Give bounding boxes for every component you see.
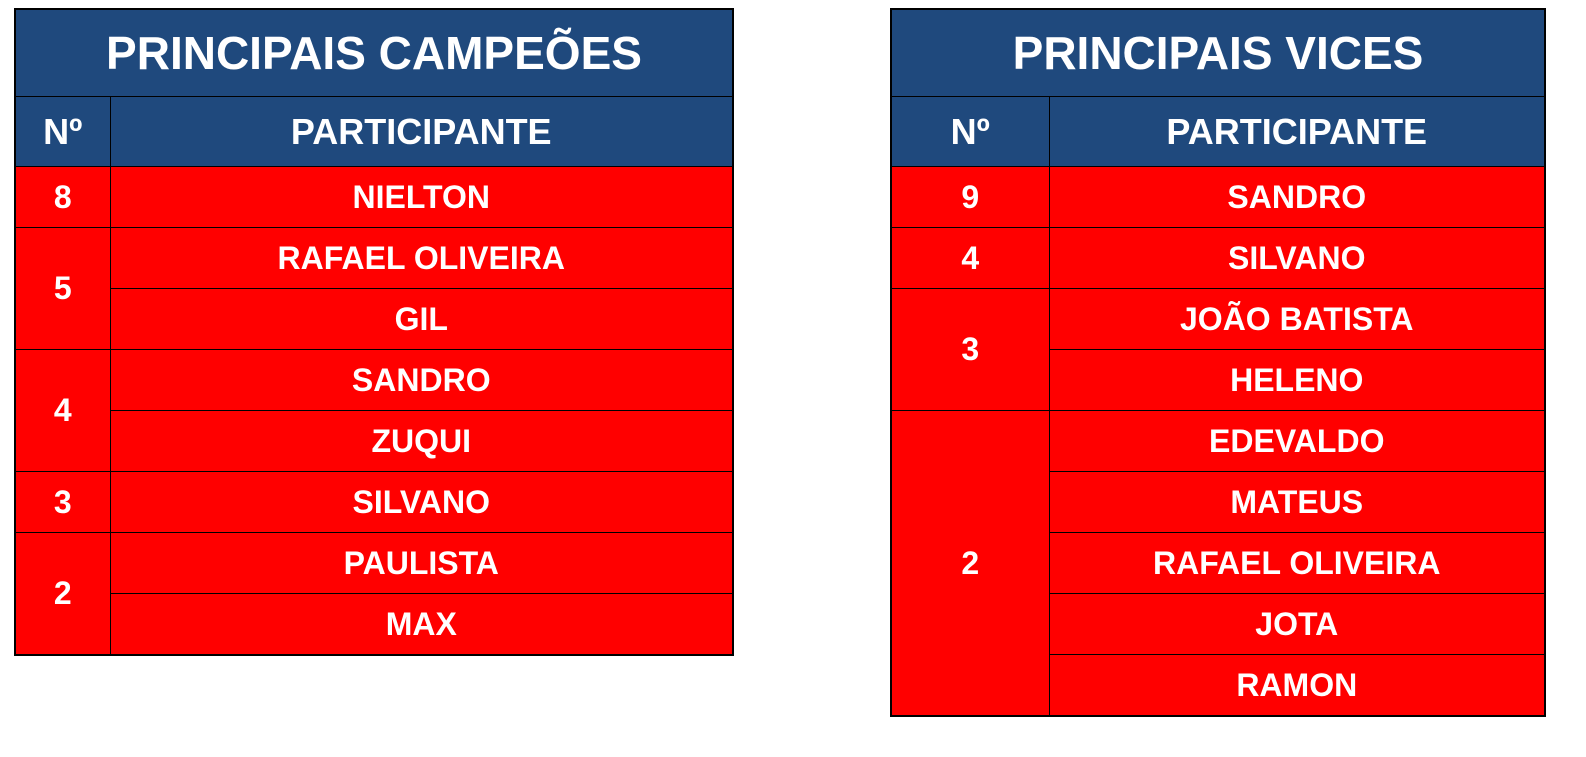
column-header-number: Nº [890,96,1050,167]
participant-cell: ZUQUI [109,410,734,472]
participant-cell: PAULISTA [109,532,734,594]
participant-cell: RAFAEL OLIVEIRA [109,227,734,289]
count-cell: 3 [14,471,111,533]
table-title: PRINCIPAIS CAMPEÕES [14,8,734,97]
table-row: 5 RAFAEL OLIVEIRA [14,227,734,350]
participant-cell: MAX [109,593,734,656]
participant-cell: GIL [109,288,734,350]
participant-cell: RAMON [1048,654,1546,717]
table-row: RAMON [891,654,1546,717]
vices-table: PRINCIPAIS VICES Nº PARTICIPANTE 9 SANDRO 4… [890,8,1546,717]
participant-cell: SILVANO [1048,227,1546,289]
table-row: JOTA [891,593,1546,655]
column-header-participant: PARTICIPANTE [109,96,734,167]
participant-cell: SANDRO [1048,166,1546,228]
participant-cell: SANDRO [109,349,734,411]
participant-cell: EDEVALDO [1048,410,1546,472]
count-cell: 4 [14,349,111,472]
column-header-number: Nº [14,96,111,167]
count-cell: 8 [14,166,111,228]
table-row: GIL [15,288,734,350]
table-row: ZUQUI [15,410,734,472]
table-row: 4 SANDRO [14,349,734,472]
count-cell: 2 [890,410,1050,717]
table-row: HELENO [891,349,1546,411]
table-row: 2 EDEVALDO [890,410,1546,717]
count-cell: 3 [890,288,1050,411]
table-row: MATEUS [891,471,1546,533]
participant-cell: NIELTON [109,166,734,228]
participant-cell: HELENO [1048,349,1546,411]
table-row: 2 PAULISTA [14,532,734,656]
table-row: 8 NIELTON [14,166,734,228]
count-cell: 4 [890,227,1050,289]
table-row: 9 SANDRO [890,166,1546,228]
participant-cell: SILVANO [109,471,734,533]
count-cell: 2 [14,532,111,656]
column-header-participant: PARTICIPANTE [1048,96,1546,167]
table-row: 3 SILVANO [14,471,734,533]
count-cell: 5 [14,227,111,350]
count-cell: 9 [890,166,1050,228]
table-row: 3 JOÃO BATISTA [890,288,1546,411]
participant-cell: JOTA [1048,593,1546,655]
table-row: 4 SILVANO [890,227,1546,289]
champions-table: PRINCIPAIS CAMPEÕES Nº PARTICIPANTE 8 NIEL… [14,8,734,656]
table-title: PRINCIPAIS VICES [890,8,1546,97]
participant-cell: RAFAEL OLIVEIRA [1048,532,1546,594]
participant-cell: MATEUS [1048,471,1546,533]
participant-cell: JOÃO BATISTA [1048,288,1546,350]
table-row: MAX [15,593,734,656]
